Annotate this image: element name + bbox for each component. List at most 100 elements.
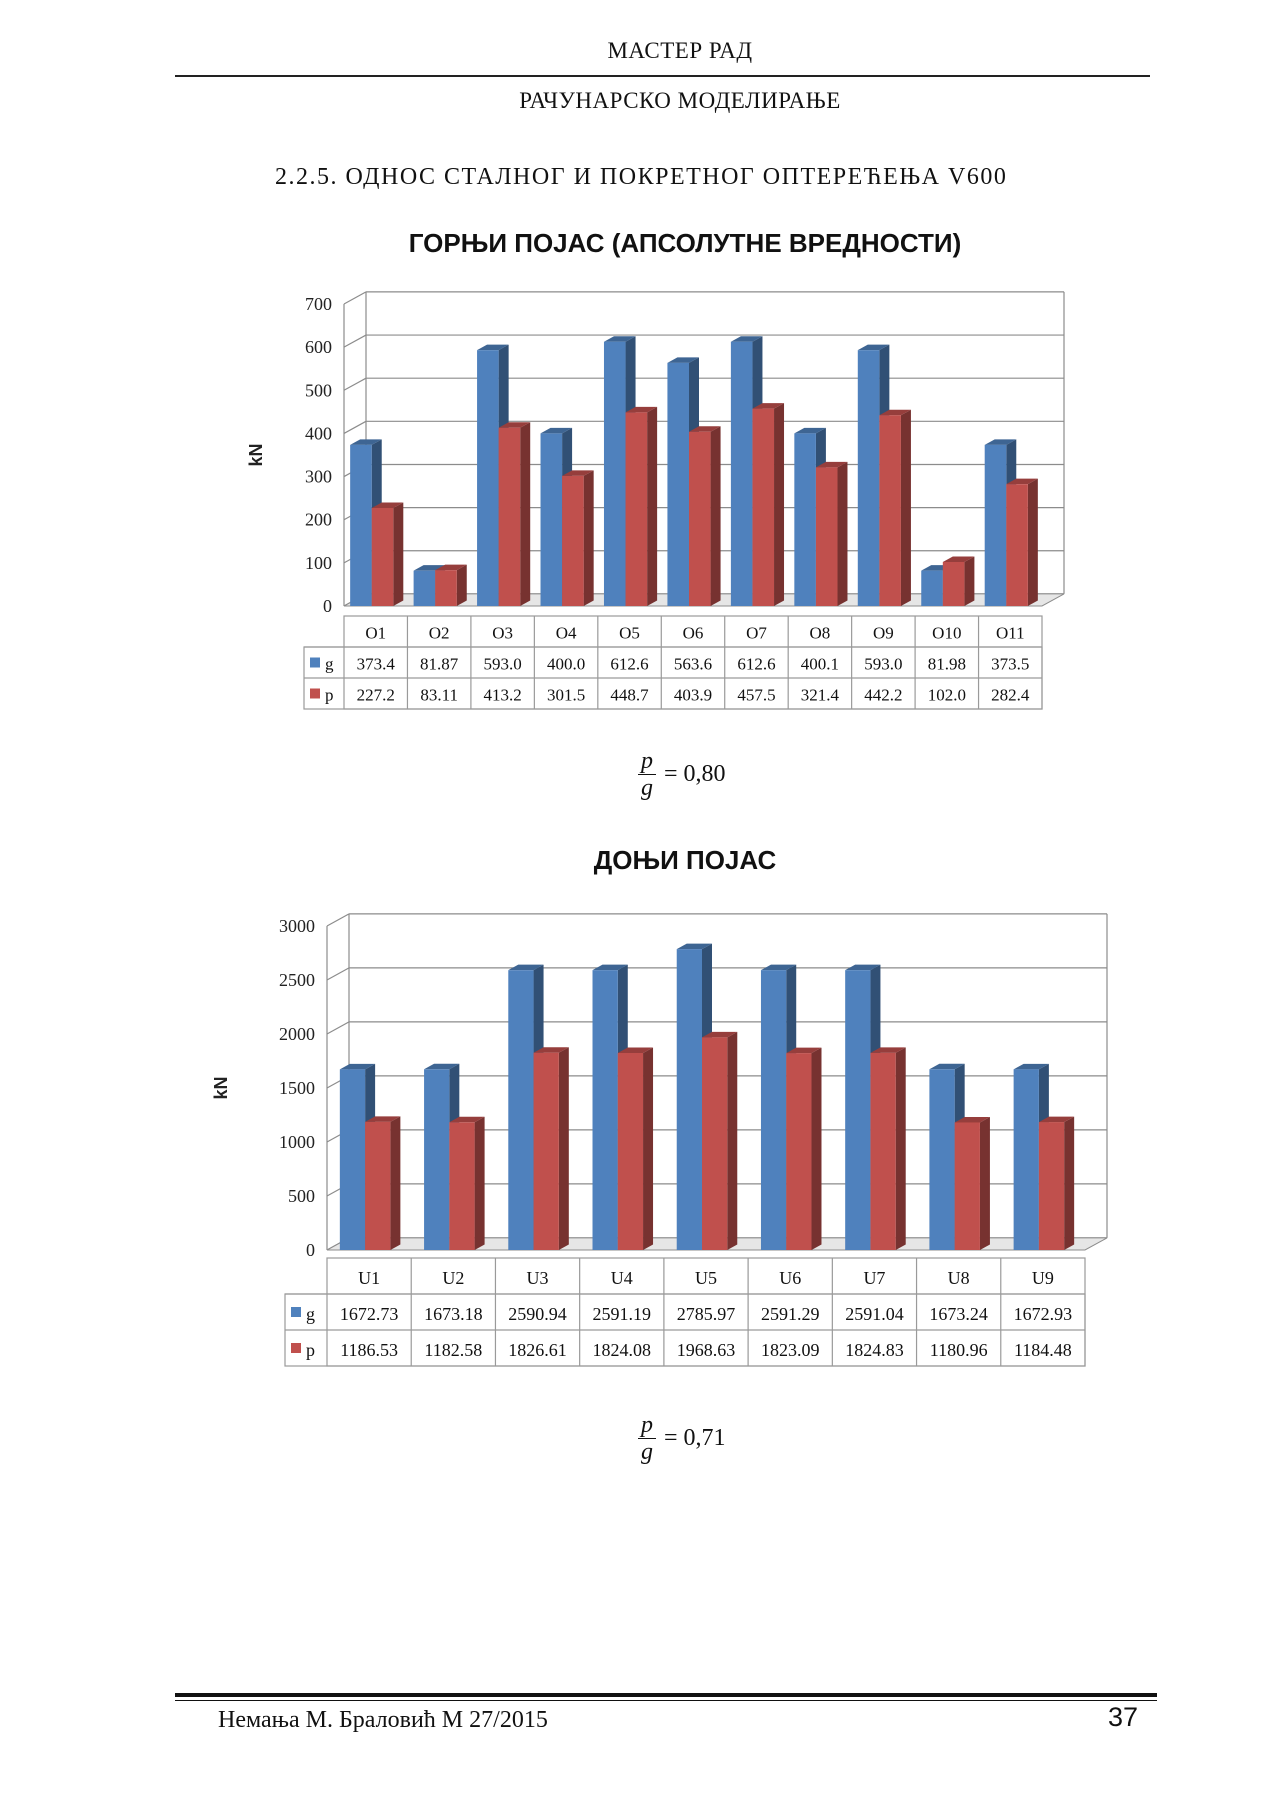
header-divider	[175, 75, 1150, 77]
grid-line-side	[326, 1021, 350, 1035]
bar-g	[603, 341, 626, 606]
bar-p	[625, 412, 648, 606]
data-label-p: 321.4	[801, 685, 840, 704]
bar-g	[929, 1069, 955, 1250]
legend-label-p: p	[325, 685, 334, 704]
bar-g	[350, 444, 372, 606]
bar-p	[689, 431, 711, 606]
bar-top-p	[625, 406, 658, 413]
bar-g	[676, 949, 702, 1250]
y-tick-label: 0	[323, 596, 332, 616]
fraction-2-numerator: p	[638, 1412, 656, 1439]
y-tick-label: 1000	[279, 1132, 315, 1152]
bar-p	[786, 1053, 812, 1250]
bar-p	[435, 570, 457, 606]
section-title: 2.2.5. ОДНОС СТАЛНОГ И ПОКРЕТНОГ ОПТЕРЕЋ…	[275, 164, 1008, 190]
bar-top-p	[752, 403, 785, 409]
bar-top-p	[879, 409, 911, 416]
bar-side-p	[643, 1047, 654, 1250]
bar-side-p	[558, 1047, 569, 1250]
bar-side-p	[774, 403, 785, 606]
bar-top-g	[760, 964, 797, 971]
data-label-p: 413.2	[484, 685, 522, 704]
category-label: O9	[873, 623, 894, 642]
bar-g	[794, 433, 816, 606]
bar-top-p	[815, 461, 848, 468]
bar-side-p	[964, 556, 975, 606]
data-label-p: 102.0	[928, 685, 966, 704]
bar-g	[540, 433, 563, 606]
data-label-g: 1672.93	[1014, 1304, 1073, 1324]
table-frame	[326, 1257, 1086, 1367]
y-tick-label: 100	[305, 553, 332, 573]
data-label-g: 593.0	[864, 654, 902, 673]
formula-1-result: = 0,80	[664, 761, 726, 787]
bar-top-g	[350, 439, 382, 445]
bar-p	[562, 475, 584, 606]
y-axis-label: kN	[246, 443, 266, 466]
bar-g	[508, 970, 534, 1250]
header-subtitle: РАЧУНАРСКО МОДЕЛИРАЊЕ	[519, 88, 841, 113]
bar-p	[498, 427, 521, 606]
grid-line-side	[343, 334, 367, 348]
y-tick-label: 1500	[279, 1078, 315, 1098]
bar-p	[752, 408, 775, 606]
category-label: U2	[442, 1268, 464, 1288]
data-label-g: 400.0	[547, 654, 585, 673]
bar-top-g	[508, 964, 544, 971]
bar-top-p	[954, 1116, 990, 1123]
bar-g	[760, 970, 787, 1250]
bar-side-p	[895, 1047, 906, 1250]
bar-top-p	[689, 426, 721, 432]
data-label-g: 81.87	[420, 654, 459, 673]
bar-top-g	[592, 964, 628, 971]
category-label: O10	[932, 623, 961, 642]
footer-divider-thick	[175, 1693, 1157, 1697]
bar-top-p	[371, 502, 404, 508]
data-label-g: 1673.24	[929, 1304, 988, 1324]
legend-label-p: p	[306, 1340, 315, 1360]
bar-side-p	[979, 1116, 990, 1250]
fraction-2: p g	[638, 1412, 656, 1465]
chart2-lower-chord: 0 500 1000 1500 2000 2500 3000 kN U1 U2 U3 U4 U5 U6 U7…	[211, 913, 1108, 1367]
y-tick-label: 3000	[279, 916, 315, 936]
data-label-g: 563.6	[674, 654, 712, 673]
bar-side-p	[520, 422, 531, 606]
y-tick-label: 200	[305, 510, 332, 530]
bar-top-p	[702, 1031, 738, 1038]
data-label-g: 2591.19	[593, 1304, 652, 1324]
bar-p	[617, 1052, 644, 1250]
bar-g	[592, 970, 618, 1250]
bar-top-p	[1006, 478, 1038, 485]
bar-side-p	[710, 426, 721, 606]
fraction-1: p g	[638, 748, 656, 801]
y-tick-label: 500	[288, 1186, 315, 1206]
bar-p	[879, 415, 901, 606]
bar-side-p	[1027, 478, 1038, 606]
chart2-title: ДОЊИ ПОЈАС	[593, 845, 777, 875]
bar-top-p	[870, 1047, 906, 1053]
y-tick-label: 300	[305, 467, 332, 487]
bar-g	[845, 970, 871, 1250]
bar-side-p	[390, 1116, 401, 1250]
grid-line-side	[343, 291, 367, 305]
bar-top-p	[533, 1047, 569, 1053]
y-tick-label: 700	[305, 294, 332, 314]
category-label: U7	[863, 1268, 885, 1288]
footer-author: Немања М. Браловић М 27/2015	[218, 1707, 548, 1733]
bar-top-g	[540, 427, 573, 434]
bar-p	[942, 561, 965, 606]
bar-p	[533, 1052, 559, 1250]
bar-top-g	[857, 344, 890, 351]
bar-top-p	[435, 564, 467, 571]
bar-top-g	[794, 427, 826, 434]
y-tick-label: 500	[305, 380, 332, 400]
formula-2-result: = 0,71	[664, 1425, 726, 1451]
grid-line-side	[326, 967, 350, 981]
bar-side-p	[900, 409, 911, 606]
bar-p	[870, 1052, 896, 1250]
data-label-g: 612.6	[610, 654, 648, 673]
bar-g	[667, 362, 689, 606]
bar-top-p	[942, 556, 975, 562]
bar-top-g	[667, 357, 699, 363]
